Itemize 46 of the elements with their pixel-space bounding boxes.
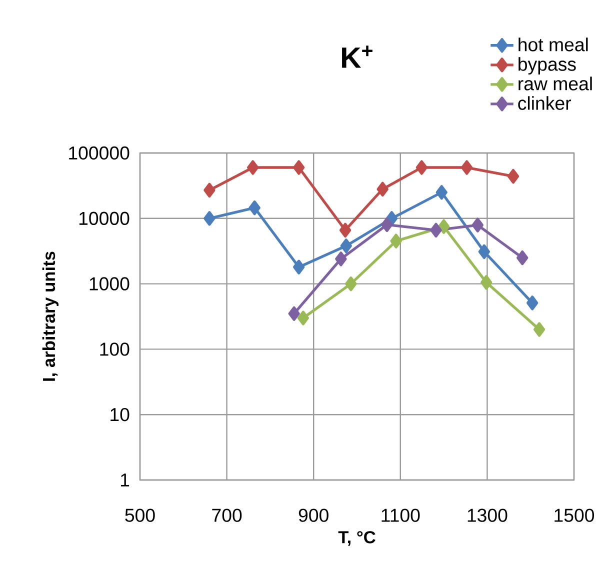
- point: [297, 310, 310, 326]
- x-tick-label: 500: [125, 508, 155, 522]
- point: [516, 250, 528, 266]
- point: [480, 275, 492, 290]
- x-tick-label: 900: [298, 508, 328, 522]
- point: [533, 322, 546, 337]
- point: [204, 211, 216, 226]
- point: [339, 222, 352, 238]
- point: [293, 160, 305, 175]
- y-tick-label: 1000: [90, 277, 130, 290]
- x-tick-label: 1100: [382, 508, 420, 522]
- point: [293, 260, 305, 274]
- y-tick-label: 100: [100, 342, 130, 356]
- point: [340, 238, 352, 254]
- point: [416, 160, 428, 175]
- y-tick-label: 1: [121, 474, 130, 486]
- point: [376, 182, 388, 196]
- x-tick-label: 700: [212, 508, 242, 522]
- point: [247, 160, 259, 175]
- legend-label: clinker: [518, 96, 572, 110]
- point: [460, 160, 473, 175]
- y-tick-label: 100000: [69, 146, 130, 160]
- point: [204, 182, 216, 198]
- y-tick-label: 10: [110, 408, 130, 422]
- point: [507, 168, 520, 184]
- y-axis-title: I, arbitrary units: [42, 252, 59, 381]
- point: [335, 252, 347, 266]
- point: [438, 219, 450, 234]
- x-tick-label: 1500: [554, 508, 594, 522]
- point: [526, 296, 538, 310]
- point: [436, 185, 448, 200]
- point: [472, 218, 484, 232]
- point: [381, 217, 393, 232]
- chart-title: K$^{+}$: [342, 46, 372, 68]
- point: [478, 244, 490, 259]
- point: [248, 200, 260, 216]
- point: [345, 276, 357, 292]
- legend-label: bypass: [518, 57, 576, 75]
- point: [288, 306, 300, 321]
- legend-label: raw meal: [518, 76, 592, 90]
- legend-label: hot meal: [518, 38, 588, 52]
- point: [430, 222, 442, 238]
- x-tick-label: 1300: [468, 508, 508, 522]
- x-axis-title: T, °C: [338, 531, 376, 546]
- point: [390, 234, 402, 248]
- y-tick-label: 10000: [79, 212, 130, 226]
